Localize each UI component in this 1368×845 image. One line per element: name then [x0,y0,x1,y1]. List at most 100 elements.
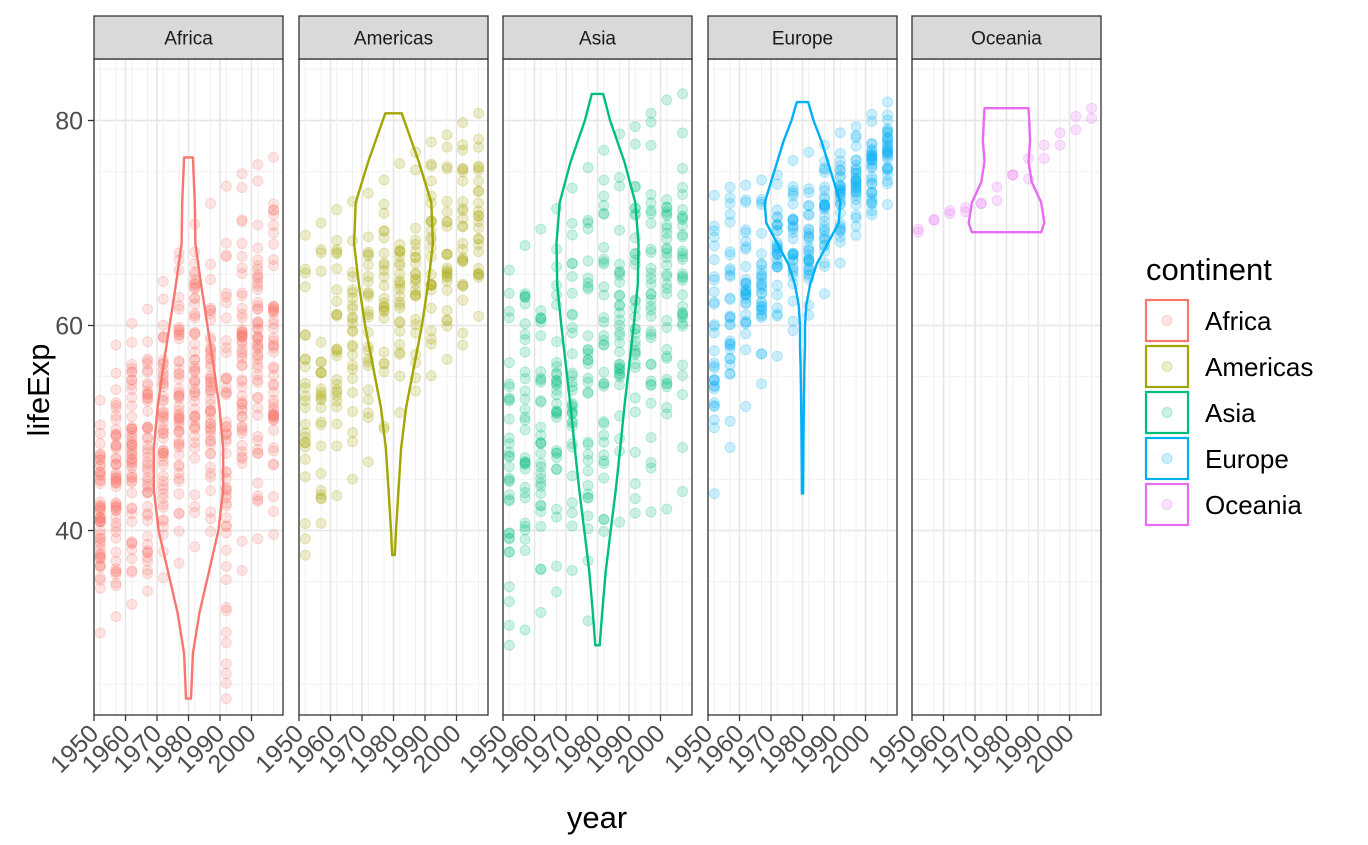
data-point [220,387,232,399]
data-point [252,318,264,330]
data-point [819,199,831,211]
data-point [677,251,689,263]
data-point [110,521,122,533]
data-point [645,329,657,341]
data-point [756,280,768,292]
data-point [677,214,689,226]
data-point [110,555,122,567]
data-point [347,436,359,448]
data-point [756,268,768,280]
data-point [425,370,437,382]
data-point [661,282,673,294]
data-point [205,274,217,286]
data-point [110,467,122,479]
data-point [189,410,201,422]
data-point [252,477,264,489]
data-point [566,308,578,320]
data-point [142,545,154,557]
legend-point [1161,361,1173,372]
data-point [126,374,138,386]
data-point [205,393,217,405]
data-point [708,240,720,252]
data-point [142,487,154,499]
data-point [157,447,169,459]
data-point [378,346,390,358]
data-point [157,293,169,305]
data-point [598,242,610,254]
data-point [299,390,311,402]
data-point [252,263,264,275]
data-point [740,285,752,297]
data-point [645,243,657,255]
data-point [142,358,154,370]
data-point [299,431,311,443]
data-point [850,209,862,221]
data-point [252,533,264,545]
data-point [708,380,720,392]
data-point [126,537,138,549]
data-point [866,178,878,190]
data-point [850,154,862,166]
data-point [441,264,453,276]
data-point [142,388,154,400]
data-point [661,352,673,364]
data-point [661,243,673,255]
data-point [315,217,327,229]
data-point [645,332,657,344]
data-point [771,302,783,314]
data-point [740,243,752,255]
data-point [110,532,122,544]
data-point [677,309,689,321]
data-point [582,330,594,342]
data-point [535,305,547,317]
data-point [142,364,154,376]
data-point [771,308,783,320]
data-point [268,458,280,470]
data-point [787,214,799,226]
data-point [441,195,453,207]
data-point [189,501,201,513]
data-point [645,207,657,219]
data-point [268,227,280,239]
data-point [473,246,485,258]
data-point [771,219,783,231]
data-point [378,358,390,370]
data-point [157,432,169,444]
data-point [362,456,374,468]
data-point [975,198,987,210]
data-point [299,418,311,430]
data-point [142,303,154,315]
data-point [629,446,641,458]
data-point [834,170,846,182]
data-point [850,176,862,188]
data-point [142,465,154,477]
data-point [394,299,406,311]
data-point [724,359,736,371]
data-point [189,327,201,339]
data-point [551,336,563,348]
data-point [473,107,485,119]
data-point [236,359,248,371]
data-point [110,498,122,510]
violin-americas [352,112,435,557]
data-point [173,393,185,405]
data-point [220,180,232,192]
data-point [503,432,515,444]
data-point [110,469,122,481]
data-point [205,258,217,270]
data-point [677,389,689,401]
data-point [551,445,563,457]
data-point [110,580,122,592]
data-point [803,227,815,239]
data-point [535,563,547,575]
data-point [252,284,264,296]
data-point [598,256,610,268]
data-point [803,230,815,242]
data-point [236,424,248,436]
data-point [236,422,248,434]
data-point [94,560,106,572]
data-point [220,416,232,428]
data-point [252,280,264,292]
